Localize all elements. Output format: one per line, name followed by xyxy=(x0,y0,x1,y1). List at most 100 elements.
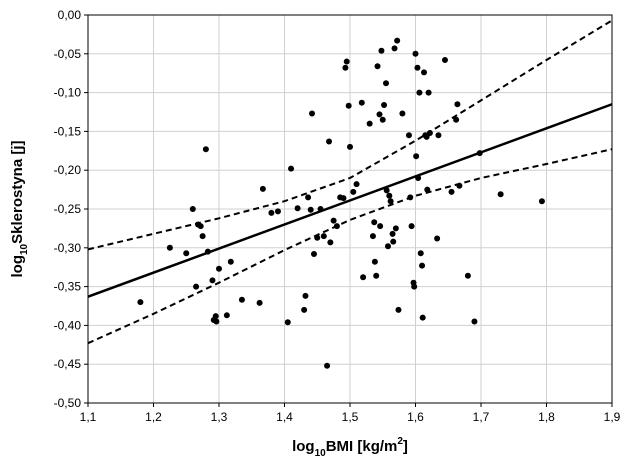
data-point xyxy=(415,174,422,181)
data-point xyxy=(383,187,390,194)
confidence-band-lower xyxy=(87,148,613,345)
y-tick-label: 0,00 xyxy=(58,8,82,22)
data-point xyxy=(424,186,431,193)
data-point xyxy=(330,217,337,224)
data-point xyxy=(417,250,424,257)
data-point xyxy=(307,206,314,213)
data-point xyxy=(333,223,340,230)
data-point xyxy=(320,233,327,240)
data-point xyxy=(238,296,245,303)
data-point xyxy=(384,243,391,250)
data-point xyxy=(371,219,378,226)
data-point xyxy=(302,292,309,299)
x-tick-label: 1,1 xyxy=(80,410,97,424)
confidence-band xyxy=(87,19,613,345)
data-point xyxy=(453,116,460,123)
data-point xyxy=(426,129,433,136)
x-tick-label: 1,7 xyxy=(473,410,490,424)
x-axis-title-superscript: 2 xyxy=(397,436,403,447)
data-point xyxy=(216,265,222,272)
data-point xyxy=(464,272,471,279)
data-point xyxy=(343,58,350,65)
y-tick-label: -0,30 xyxy=(54,241,82,255)
x-axis-ticks: 1,1 1,2 1,3 1,4 1,5 1,6 1,7 1,8 1,9 xyxy=(80,403,621,424)
data-point xyxy=(259,185,266,192)
data-point xyxy=(381,102,388,109)
x-axis-title-text: BMI [kg/m xyxy=(326,438,398,455)
data-point xyxy=(378,47,385,54)
data-point xyxy=(317,206,324,212)
data-point xyxy=(366,120,373,127)
y-tick-label: -0,40 xyxy=(54,318,82,332)
confidence-band-upper xyxy=(87,19,613,251)
data-point xyxy=(197,223,204,230)
data-point xyxy=(538,198,545,205)
data-point xyxy=(347,143,353,150)
y-tick-label: -0,10 xyxy=(54,86,82,100)
data-point xyxy=(189,206,196,212)
x-tick-label: 1,3 xyxy=(211,410,228,424)
data-point xyxy=(407,194,414,201)
data-point xyxy=(327,239,334,246)
data-point xyxy=(353,181,360,188)
data-point xyxy=(425,89,432,96)
data-point xyxy=(212,313,219,320)
data-point xyxy=(395,306,402,313)
data-point xyxy=(310,251,317,258)
data-point xyxy=(305,194,312,201)
data-point xyxy=(394,37,401,44)
y-axis-ticks: 0,00 -0,05 -0,10 -0,15 -0,20 -0,25 -0,30 -0,35 -… xyxy=(54,8,88,410)
data-point xyxy=(390,238,397,245)
y-tick-label: -0,45 xyxy=(54,357,82,371)
data-point xyxy=(183,250,190,257)
y-axis-title-base: log xyxy=(9,255,26,278)
data-point xyxy=(408,223,415,230)
data-point xyxy=(137,299,144,306)
y-tick-label: -0,35 xyxy=(54,280,82,294)
data-point xyxy=(342,64,349,71)
data-point xyxy=(412,50,419,57)
x-tick-label: 1,8 xyxy=(538,410,555,424)
data-point xyxy=(434,235,441,242)
data-point xyxy=(387,198,394,205)
data-points xyxy=(137,37,545,369)
y-axis-title: log10Sklerostyna [j] xyxy=(9,141,30,278)
x-tick-label: 1,2 xyxy=(145,410,162,424)
data-point xyxy=(294,205,301,212)
data-point xyxy=(274,208,281,215)
x-axis-title: log10BMI [kg/m2] xyxy=(292,436,408,459)
data-point xyxy=(376,111,383,118)
data-point xyxy=(369,233,376,240)
data-point xyxy=(379,116,386,123)
data-point xyxy=(213,318,220,325)
data-point xyxy=(411,283,418,290)
data-point xyxy=(340,195,347,202)
data-point xyxy=(209,277,216,284)
x-axis-title-end: ] xyxy=(403,438,408,455)
regression-line xyxy=(87,103,613,298)
data-point xyxy=(454,101,461,108)
data-point xyxy=(399,110,406,117)
data-point xyxy=(371,258,378,265)
x-tick-label: 1,4 xyxy=(276,410,293,424)
data-point xyxy=(350,188,357,195)
x-tick-label: 1,6 xyxy=(407,410,424,424)
x-axis-title-base: log xyxy=(292,438,315,455)
data-point xyxy=(435,132,442,139)
data-point xyxy=(223,312,230,319)
data-point xyxy=(227,258,234,265)
data-point xyxy=(288,165,295,172)
data-point xyxy=(309,110,316,117)
x-tick-label: 1,9 xyxy=(604,410,621,424)
data-point xyxy=(386,192,393,199)
y-tick-label: -0,05 xyxy=(54,47,82,61)
data-point xyxy=(193,283,200,290)
grid xyxy=(87,14,613,404)
y-tick-label: -0,50 xyxy=(54,396,82,410)
data-point xyxy=(166,244,173,251)
x-axis-title-subscript: 10 xyxy=(315,448,327,459)
data-point xyxy=(204,248,211,255)
data-point xyxy=(324,362,331,369)
data-point xyxy=(448,188,455,195)
y-axis-title-subscript: 10 xyxy=(19,243,30,255)
